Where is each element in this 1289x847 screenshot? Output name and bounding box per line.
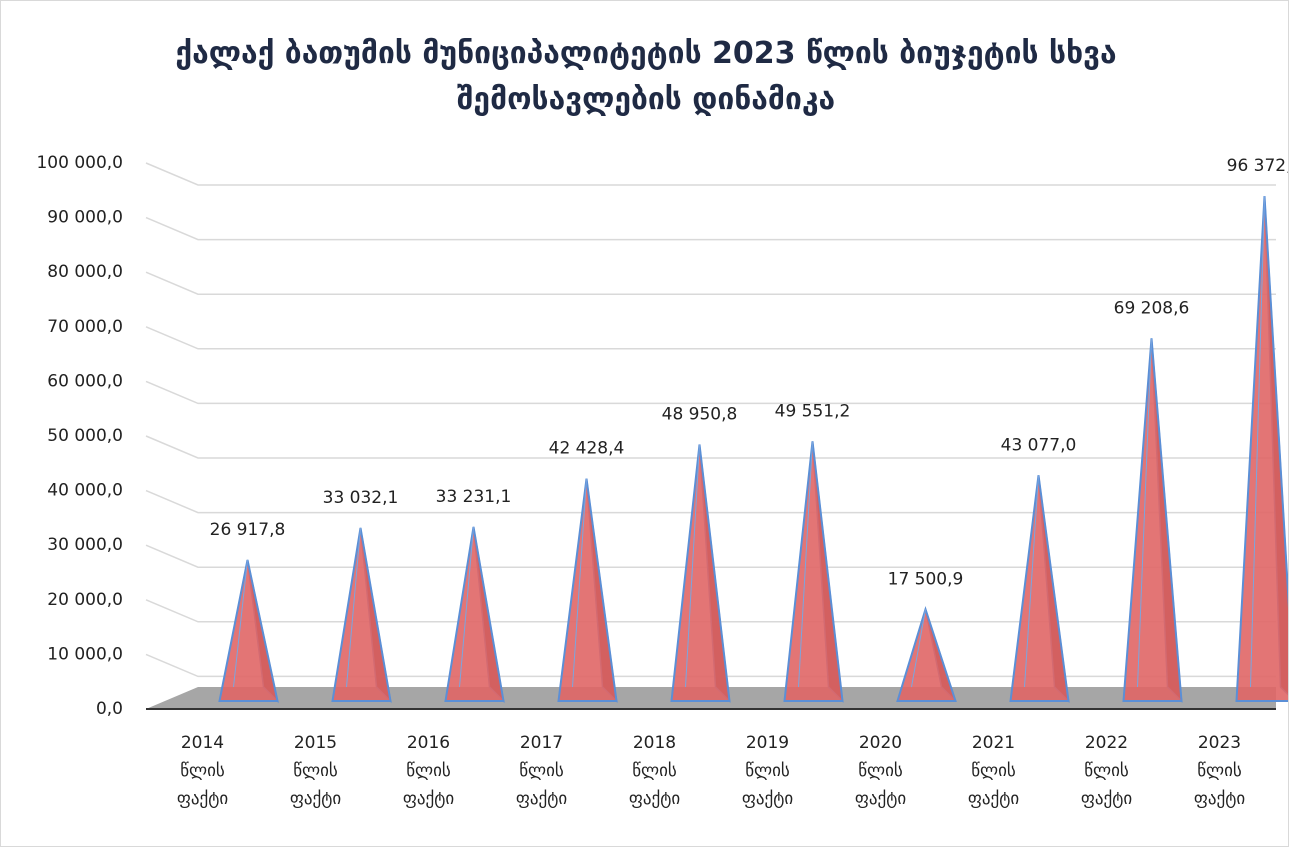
grid-line — [145, 435, 1276, 459]
grid-line — [145, 544, 1276, 568]
y-tick-label: 90 000,0 — [47, 208, 123, 228]
value-label: 96 372,8 — [1227, 156, 1288, 176]
value-label: 33 231,1 — [436, 487, 512, 507]
pyramid — [783, 441, 844, 704]
value-label: 69 208,6 — [1114, 298, 1190, 318]
pyramid-front — [1235, 195, 1288, 702]
pyramid-front — [444, 526, 505, 702]
x-tick-label: 2023 წლის ფაქტი — [1193, 733, 1246, 809]
pyramid — [1235, 195, 1288, 702]
x-tick-label: 2017 წლის ფაქტი — [515, 733, 568, 809]
y-tick-label: 50 000,0 — [47, 426, 123, 446]
chart-title: ქალაქ ბათუმის მუნიციპალიტეტის 2023 წლის … — [175, 36, 1117, 117]
pyramid-edge — [346, 527, 361, 688]
pyramid-edge — [911, 609, 926, 688]
value-label: 33 032,1 — [323, 488, 399, 508]
pyramid-front — [670, 444, 731, 702]
y-tick-label: 100 000,0 — [36, 153, 123, 173]
pyramid — [670, 444, 731, 704]
value-label: 48 950,8 — [662, 404, 738, 424]
x-tick-label: 2019 წლის ფაქტი — [741, 733, 794, 809]
pyramid-edge — [685, 444, 700, 688]
grid-line — [145, 380, 1276, 405]
x-tick-label: 2015 წლის ფაქტი — [289, 733, 342, 809]
grid-line — [145, 216, 1276, 241]
x-tick-label: 2022 წლის ფაქტი — [1080, 733, 1133, 809]
grid-line — [145, 489, 1276, 514]
x-tick-label: 2018 წლის ფაქტი — [628, 733, 681, 809]
y-tick-label: 10 000,0 — [47, 644, 123, 664]
pyramid — [1009, 475, 1070, 704]
pyramid-front — [896, 605, 957, 702]
x-tick-label: 2020 წლის ფაქტი — [854, 733, 907, 809]
pyramid-front — [783, 441, 844, 702]
x-tick-label: 2016 წლის ფაქტი — [402, 733, 455, 809]
pyramid — [218, 559, 279, 704]
pyramid-edge — [572, 478, 587, 688]
pyramid-edge — [233, 559, 248, 688]
value-label: 42 428,4 — [549, 439, 625, 459]
grid-line — [145, 599, 1276, 623]
pyramid-front — [1009, 475, 1070, 702]
value-label: 26 917,8 — [210, 520, 286, 540]
y-tick-label: 30 000,0 — [47, 535, 123, 555]
value-label: 17 500,9 — [888, 569, 964, 589]
y-tick-label: 80 000,0 — [47, 262, 123, 282]
y-tick-label: 20 000,0 — [47, 590, 123, 610]
pyramid — [896, 605, 957, 702]
y-tick-label: 60 000,0 — [47, 371, 123, 391]
y-tick-label: 0,0 — [96, 699, 123, 719]
value-label: 43 077,0 — [1001, 435, 1077, 455]
pyramid-front — [218, 559, 279, 702]
pyramid — [331, 527, 392, 704]
y-tick-label: 70 000,0 — [47, 317, 123, 337]
pyramid-edge — [1250, 195, 1265, 688]
y-tick-label: 40 000,0 — [47, 481, 123, 501]
value-label: 49 551,2 — [775, 401, 851, 421]
x-tick-label: 2021 წლის ფაქტი — [967, 733, 1020, 809]
pyramid-edge — [1137, 338, 1152, 688]
pyramid — [1122, 338, 1183, 703]
pyramid-front — [1122, 338, 1183, 702]
pyramid-front — [557, 478, 618, 702]
grid-line — [145, 271, 1276, 295]
pyramid — [557, 478, 618, 704]
x-tick-label: 2014 წლის ფაქტი — [176, 733, 229, 809]
pyramid-front — [331, 527, 392, 702]
grid-line — [145, 162, 1276, 186]
grid-line — [145, 326, 1276, 350]
pyramid — [444, 526, 505, 704]
pyramid-edge — [1024, 475, 1039, 688]
pyramid-edge — [459, 526, 474, 688]
pyramid-edge — [798, 441, 813, 688]
